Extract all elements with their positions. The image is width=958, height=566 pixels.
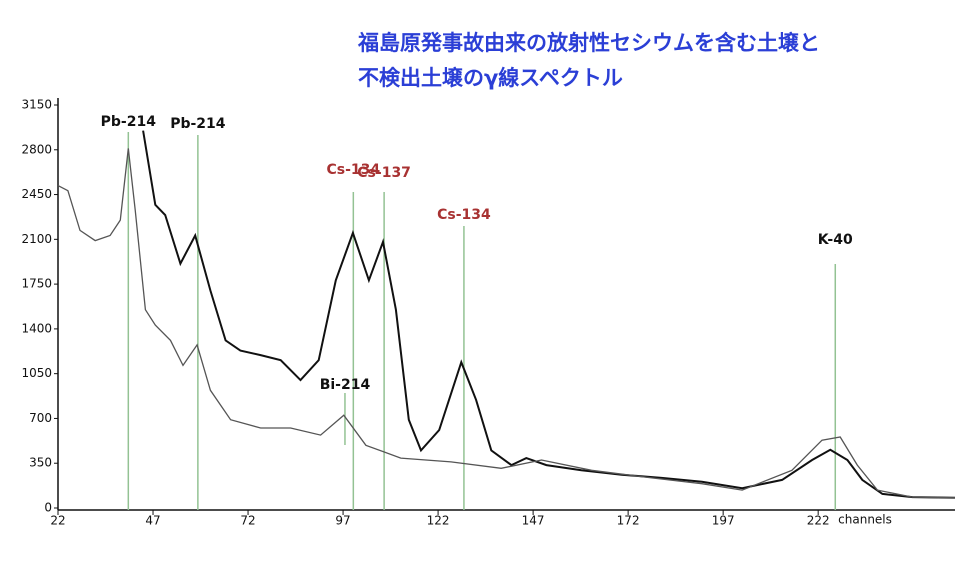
y-tick-label: 1400 <box>21 321 52 335</box>
x-tick-label: 147 <box>522 514 545 528</box>
peak-label: Cs-134 <box>437 207 491 223</box>
x-tick-label: 22 <box>50 514 65 528</box>
x-tick-label: 172 <box>617 514 640 528</box>
y-tick-label: 3150 <box>21 98 52 112</box>
x-tick-label: 72 <box>240 514 255 528</box>
x-axis-label: channels <box>838 513 892 527</box>
y-tick-label: 2100 <box>21 232 52 246</box>
chart-title: 不検出土壌のγ線スペクトル <box>358 66 623 90</box>
series-line <box>142 130 956 499</box>
x-tick-label: 197 <box>712 514 735 528</box>
x-tick-label: 47 <box>145 514 160 528</box>
y-tick-label: 350 <box>29 456 52 470</box>
series-line <box>57 148 956 499</box>
y-tick-label: 1050 <box>21 366 52 380</box>
y-tick-label: 1750 <box>21 277 52 291</box>
peak-label: Bi-214 <box>320 377 371 393</box>
y-tick-label: 0 <box>44 501 52 515</box>
peak-label: Pb-214 <box>101 114 157 130</box>
peak-label: K-40 <box>818 232 853 248</box>
peak-label: Cs-137 <box>357 165 411 181</box>
peak-label: Cs-134 <box>326 162 380 178</box>
chart-title: 福島原発事故由来の放射性セシウムを含む土壌と <box>357 31 820 55</box>
x-tick-label: 122 <box>427 514 450 528</box>
x-tick-label: 97 <box>335 514 350 528</box>
y-tick-label: 700 <box>29 411 52 425</box>
x-tick-label: 222 <box>807 514 830 528</box>
y-tick-label: 2800 <box>21 142 52 156</box>
y-tick-label: 2450 <box>21 187 52 201</box>
peak-label: Pb-214 <box>170 116 226 132</box>
